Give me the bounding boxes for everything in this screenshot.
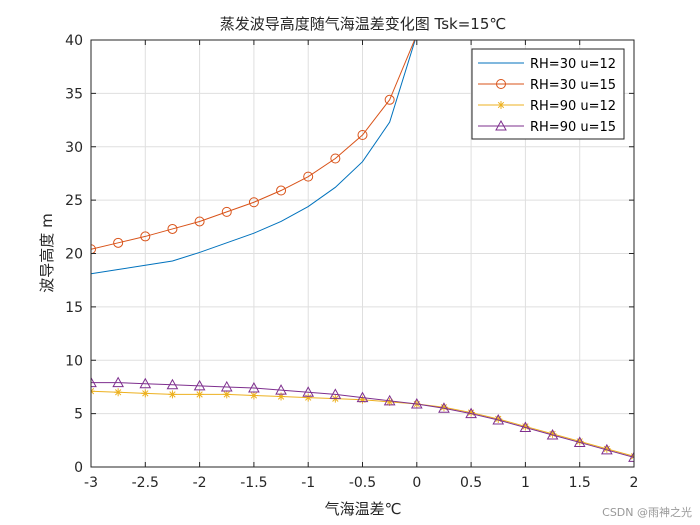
legend-label: RH=90 u=12 — [530, 99, 616, 114]
data-point — [91, 376, 97, 388]
data-point — [248, 197, 259, 208]
x-tick-label: -3 — [84, 475, 98, 491]
series-4 — [91, 376, 634, 462]
series-2 — [91, 40, 416, 255]
data-point — [575, 437, 584, 446]
legend-marker — [495, 119, 507, 131]
legend-item: RH=30 u=15 — [478, 78, 616, 93]
data-point — [601, 443, 613, 455]
legend-item: RH=30 u=12 — [478, 57, 616, 72]
data-point — [113, 237, 124, 248]
y-tick-label: 20 — [65, 247, 83, 263]
data-point — [195, 390, 204, 399]
data-point — [139, 377, 152, 389]
data-point — [329, 388, 342, 399]
data-point — [330, 153, 341, 164]
data-point — [302, 386, 315, 397]
data-point — [494, 414, 503, 423]
x-tick-label: 1 — [521, 475, 530, 491]
data-point — [628, 451, 634, 462]
data-point — [276, 185, 287, 196]
data-point — [140, 231, 151, 242]
data-point — [112, 376, 124, 388]
data-point — [356, 391, 369, 403]
x-tick-label: -1.5 — [240, 475, 267, 491]
data-point — [114, 388, 123, 397]
chart-title: 蒸发波导高度随气海温差变化图 Tsk=15℃ — [220, 15, 506, 33]
data-point — [221, 206, 232, 217]
watermark: CSDN @雨神之光 — [602, 505, 692, 519]
series-line — [91, 382, 634, 458]
legend-box — [471, 48, 625, 140]
data-point — [141, 389, 150, 398]
data-point — [220, 380, 233, 392]
data-point — [168, 390, 177, 399]
data-point — [249, 391, 258, 400]
series-3 — [91, 387, 634, 461]
data-point — [467, 408, 476, 417]
data-point — [222, 390, 231, 399]
y-axis-label: 波导高度 m — [38, 213, 56, 292]
legend-marker — [496, 79, 506, 89]
x-tick-label: -0.5 — [349, 475, 376, 491]
data-point — [358, 395, 367, 404]
legend: RH=30 u=12 RH=30 u=15 RH=90 u=12 RH=90 u=15 — [471, 48, 625, 140]
data-point — [194, 216, 205, 227]
x-tick-label: 0.5 — [460, 475, 482, 491]
y-tick-label: 40 — [65, 33, 83, 49]
data-point — [519, 421, 532, 433]
data-point — [385, 397, 394, 406]
data-point — [91, 244, 96, 255]
x-tick-label: -2.5 — [132, 475, 159, 491]
legend-label: RH=90 u=15 — [530, 120, 616, 135]
data-point — [383, 394, 396, 406]
data-point — [357, 130, 368, 141]
x-tick-label: 0 — [412, 475, 421, 491]
data-point — [303, 171, 314, 182]
data-point — [546, 428, 559, 440]
legend-item: RH=90 u=12 — [478, 99, 616, 114]
x-tick-label: 1.5 — [569, 475, 591, 491]
data-point — [492, 414, 505, 425]
series-layer — [91, 40, 634, 462]
x-tick-label: -1 — [301, 475, 315, 491]
data-point — [384, 94, 395, 105]
ticks: -3 -2.5 -2 -1.5 -1 -0.5 0 0.5 1 1.5 20510152025303… — [65, 33, 638, 491]
legend-label: RH=30 u=15 — [530, 78, 616, 93]
data-point — [465, 407, 477, 419]
y-tick-label: 0 — [74, 460, 83, 476]
data-point — [248, 381, 260, 393]
y-tick-label: 25 — [65, 193, 83, 209]
y-tick-label: 35 — [65, 86, 83, 102]
y-tick-label: 30 — [65, 140, 83, 156]
data-point — [166, 378, 179, 390]
legend-item: RH=90 u=15 — [478, 119, 616, 135]
data-point — [277, 392, 286, 401]
data-point — [439, 403, 448, 412]
x-tick-label: 2 — [630, 475, 639, 491]
data-point — [304, 393, 313, 402]
data-point — [573, 436, 586, 447]
data-point — [548, 429, 557, 438]
data-point — [167, 223, 178, 234]
legend-marker — [497, 101, 505, 109]
series-1 — [91, 40, 416, 275]
y-tick-label: 10 — [65, 353, 83, 369]
data-point — [602, 444, 611, 453]
data-point — [410, 397, 423, 409]
y-tick-label: 15 — [65, 300, 83, 316]
data-point — [275, 384, 287, 395]
data-point — [521, 422, 530, 431]
x-tick-label: -2 — [193, 475, 207, 491]
series-line — [91, 40, 416, 275]
data-point — [438, 402, 450, 413]
series-line — [91, 40, 416, 250]
data-point — [193, 379, 206, 391]
y-tick-label: 5 — [74, 407, 83, 423]
legend-label: RH=30 u=12 — [530, 57, 616, 72]
x-axis-label: 气海温差℃ — [325, 500, 402, 518]
